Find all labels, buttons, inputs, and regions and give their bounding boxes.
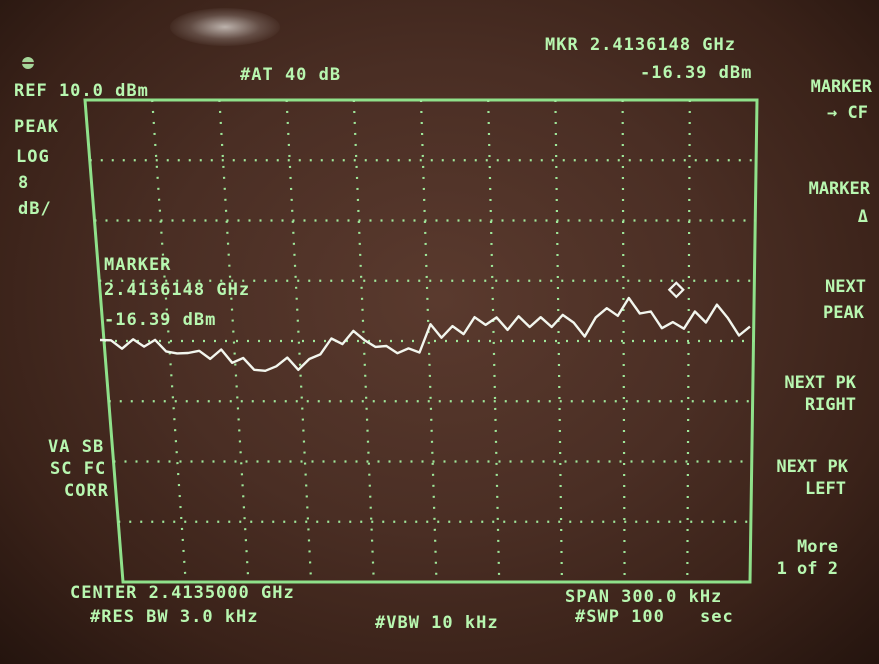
marker-amplitude-label: -16.39 dBm	[640, 63, 752, 83]
span-label: SPAN 300.0 kHz	[565, 587, 722, 607]
marker-frequency-label: MKR 2.4136148 GHz	[545, 35, 736, 55]
grid-line-vertical	[285, 99, 313, 583]
svg-text:LEFT: LEFT	[805, 479, 846, 499]
sweep-time-label: #SWP 100	[575, 607, 665, 627]
svg-text:PEAK: PEAK	[823, 303, 865, 323]
left-annotation-vasb: VA SB	[48, 437, 104, 457]
svg-text:1 of 2: 1 of 2	[777, 559, 838, 579]
spectrum-trace	[99, 296, 751, 372]
graticule-frame	[83, 98, 759, 584]
marker-diamond-icon	[667, 281, 685, 299]
svg-text:→ CF: → CF	[827, 103, 868, 123]
resolution-bandwidth-label: #RES BW 3.0 kHz	[90, 607, 259, 627]
softkey-next-peak-right[interactable]: NEXT PK RIGHT	[784, 373, 856, 415]
left-annotation-corr: CORR	[64, 481, 109, 501]
svg-text:MARKER: MARKER	[809, 179, 871, 199]
marker-readout-amplitude: -16.39 dBm	[104, 310, 216, 330]
scale-type-label: LOG	[16, 147, 50, 167]
hp-logo-icon	[22, 57, 34, 69]
detector-mode-label: PEAK	[14, 117, 59, 137]
svg-text:Δ: Δ	[858, 207, 868, 227]
video-bandwidth-label: #VBW 10 kHz	[375, 613, 499, 633]
attenuation-label: #AT 40 dB	[240, 65, 341, 85]
marker-readout-frequency: 2.4136148 GHz	[104, 280, 250, 300]
graticule-grid	[89, 99, 757, 583]
center-frequency-label: CENTER 2.4135000 GHz	[70, 583, 295, 603]
softkey-more-1-of-2[interactable]: More 1 of 2	[777, 537, 838, 579]
softkey-next-peak-left[interactable]: NEXT PK LEFT	[776, 457, 848, 499]
scale-unit-label: dB/	[18, 199, 52, 219]
svg-text:MARKER: MARKER	[811, 77, 873, 97]
left-annotation-scfc: SC FC	[50, 459, 106, 479]
light-glare	[170, 8, 280, 46]
scale-value-label: 8	[18, 173, 29, 193]
svg-text:NEXT: NEXT	[825, 277, 866, 297]
marker-readout-title: MARKER	[104, 255, 171, 275]
grid-line-vertical	[218, 99, 250, 583]
sweep-unit-label: sec	[700, 607, 734, 627]
softkey-next-peak[interactable]: NEXT PEAK	[823, 277, 866, 323]
ref-level-label: REF 10.0 dBm	[14, 81, 149, 101]
softkey-marker-delta[interactable]: MARKER Δ	[809, 179, 871, 227]
svg-text:RIGHT: RIGHT	[805, 395, 856, 415]
svg-text:NEXT PK: NEXT PK	[776, 457, 848, 477]
svg-text:More: More	[797, 537, 838, 557]
softkey-marker-to-cf[interactable]: MARKER → CF	[811, 77, 873, 123]
svg-text:NEXT PK: NEXT PK	[784, 373, 856, 393]
